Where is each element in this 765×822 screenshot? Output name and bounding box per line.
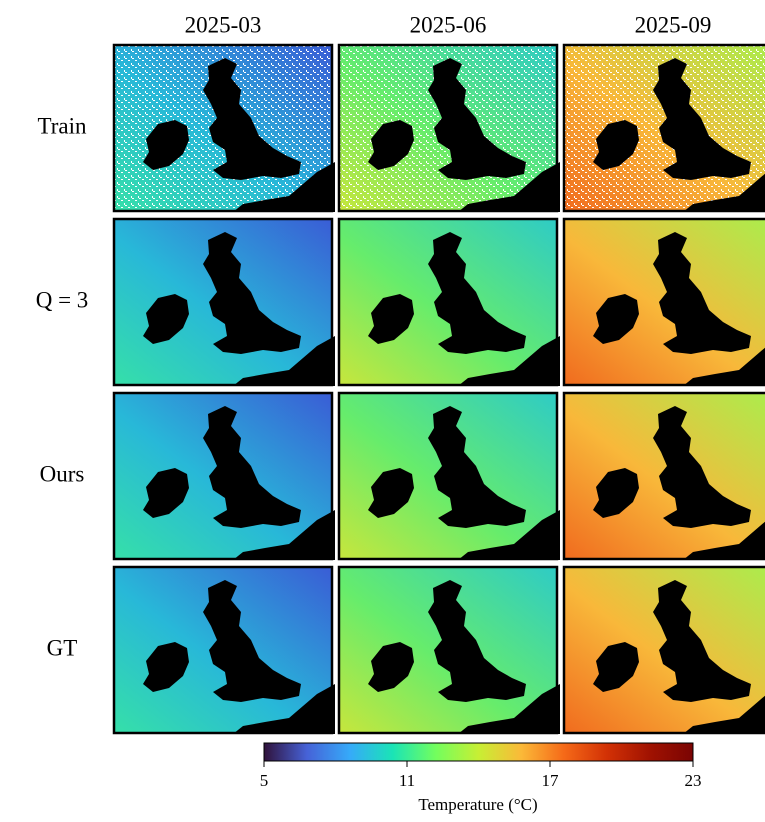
map-panel	[112, 565, 335, 735]
colorbar-tick-label: 23	[685, 771, 702, 790]
panel-frame	[112, 217, 334, 387]
panel-frame	[337, 565, 559, 735]
colorbar-label: Temperature (°C)	[418, 795, 537, 814]
panel-frame	[562, 391, 765, 561]
map-panel	[337, 391, 560, 561]
map-panel	[112, 43, 335, 213]
row-label: GT	[47, 635, 78, 660]
colorbar-tick-label: 5	[260, 771, 269, 790]
colorbar-tick-label: 11	[399, 771, 415, 790]
panel-frame	[112, 43, 334, 213]
column-title: 2025-06	[410, 12, 487, 37]
panel-frame	[562, 217, 765, 387]
panel-frame	[562, 565, 765, 735]
panel-frame	[337, 391, 559, 561]
row-label: Train	[38, 113, 87, 138]
panel-frame	[112, 565, 334, 735]
map-panel	[112, 391, 335, 561]
map-panel	[562, 43, 765, 213]
map-panel	[337, 217, 560, 387]
colorbar-tick-label: 17	[542, 771, 560, 790]
map-panel	[337, 565, 560, 735]
map-panel	[562, 391, 765, 561]
map-panel	[337, 43, 560, 213]
row-label: Q = 3	[36, 287, 89, 312]
panel-frame	[112, 391, 334, 561]
map-panel	[562, 217, 765, 387]
map-panel	[562, 565, 765, 735]
column-title: 2025-09	[635, 12, 712, 37]
row-label: Ours	[40, 461, 85, 486]
panel-frame	[337, 43, 559, 213]
panel-frame	[562, 43, 765, 213]
colorbar	[263, 742, 694, 762]
map-panel	[112, 217, 335, 387]
column-title: 2025-03	[185, 12, 262, 37]
panel-frame	[337, 217, 559, 387]
